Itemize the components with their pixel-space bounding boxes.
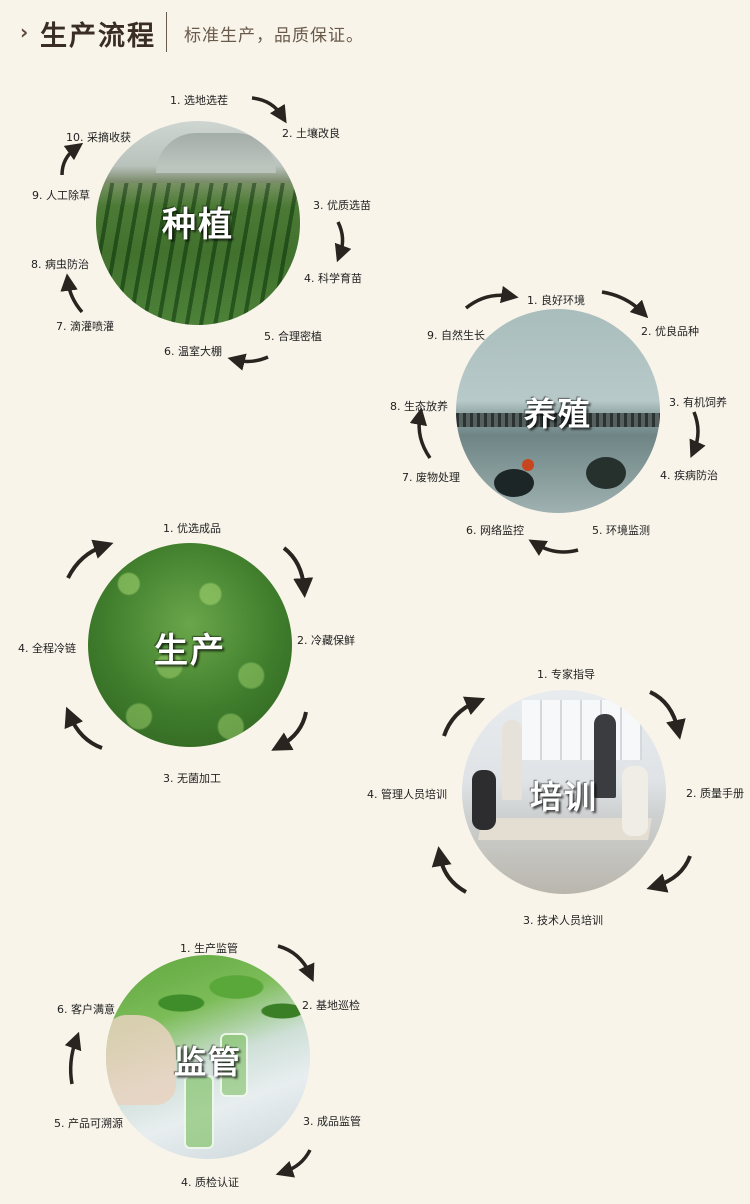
chevron-right-icon: › [20,20,29,44]
breeding-step-2: 2. 优良品种 [641,325,699,338]
planting-step-6: 6. 温室大棚 [164,345,222,358]
planting-step-3: 3. 优质选苗 [313,199,371,212]
breeding-step-6: 6. 网络监控 [466,524,524,537]
planting-step-5: 5. 合理密植 [264,330,322,343]
planting-title: 种植 [162,205,234,245]
production-title: 生产 [154,631,226,671]
planting-step-9: 9. 人工除草 [32,189,90,202]
training-person-2 [594,714,616,798]
production-step-3: 3. 无菌加工 [163,772,221,785]
breeding-step-7: 7. 废物处理 [402,471,460,484]
training-image: 培训 [462,690,666,894]
supervision-flask [184,1075,214,1149]
training-window [522,700,642,760]
breeding-buoy [522,459,534,471]
breeding-title: 养殖 [523,395,592,433]
production-cabbage-texture [88,543,292,747]
planting-step-7: 7. 滴灌喷灌 [56,320,114,333]
planting-step-1: 1. 选地选茬 [170,94,228,107]
planting-image: 种植 [96,121,300,325]
supervision-step-5: 5. 产品可溯源 [54,1117,123,1130]
training-step-2: 2. 质量手册 [686,787,744,800]
breeding-step-4: 4. 疾病防治 [660,469,718,482]
training-title: 培训 [529,778,598,816]
planting-step-2: 2. 土壤改良 [282,127,340,140]
production-step-2: 2. 冷藏保鲜 [297,634,355,647]
section-header: › 生产流程 标准生产，品质保证。 [0,0,750,62]
breeding-tire-2 [586,457,626,489]
supervision-step-2: 2. 基地巡检 [302,999,360,1012]
breeding-pier [456,413,660,427]
supervision-step-1: 1. 生产监管 [180,942,238,955]
production-image: 生产 [88,543,292,747]
breeding-tire-1 [494,469,534,497]
breeding-step-8: 8. 生态放养 [390,400,448,413]
training-person-3 [472,770,496,830]
supervision-step-6: 6. 客户满意 [57,1003,115,1016]
production-step-1: 1. 优选成品 [163,522,221,535]
breeding-image: 养殖 [456,309,660,513]
breeding-step-9: 9. 自然生长 [427,329,485,342]
training-step-3: 3. 技术人员培训 [523,914,603,927]
planting-step-8: 8. 病虫防治 [31,258,89,271]
training-step-4: 4. 管理人员培训 [367,788,447,801]
planting-rows [96,183,300,325]
supervision-title: 监管 [173,1043,242,1081]
page-subtitle: 标准生产，品质保证。 [184,26,364,46]
planting-mountain [156,133,276,173]
supervision-image: 监管 [106,955,310,1159]
training-step-1: 1. 专家指导 [537,668,595,681]
supervision-flask-2 [220,1033,248,1097]
supervision-hand [106,1015,176,1105]
supervision-step-4: 4. 质检认证 [181,1176,239,1189]
page-title: 生产流程 [40,21,156,52]
planting-step-10: 10. 采摘收获 [66,131,131,144]
production-step-4: 4. 全程冷链 [18,642,76,655]
breeding-step-1: 1. 良好环境 [527,294,585,307]
header-divider [166,12,167,52]
breeding-step-5: 5. 环境监测 [592,524,650,537]
supervision-step-3: 3. 成品监管 [303,1115,361,1128]
training-person-1 [502,720,522,800]
breeding-step-3: 3. 有机饲养 [669,396,727,409]
training-person-4 [622,766,648,836]
planting-step-4: 4. 科学育苗 [304,272,362,285]
